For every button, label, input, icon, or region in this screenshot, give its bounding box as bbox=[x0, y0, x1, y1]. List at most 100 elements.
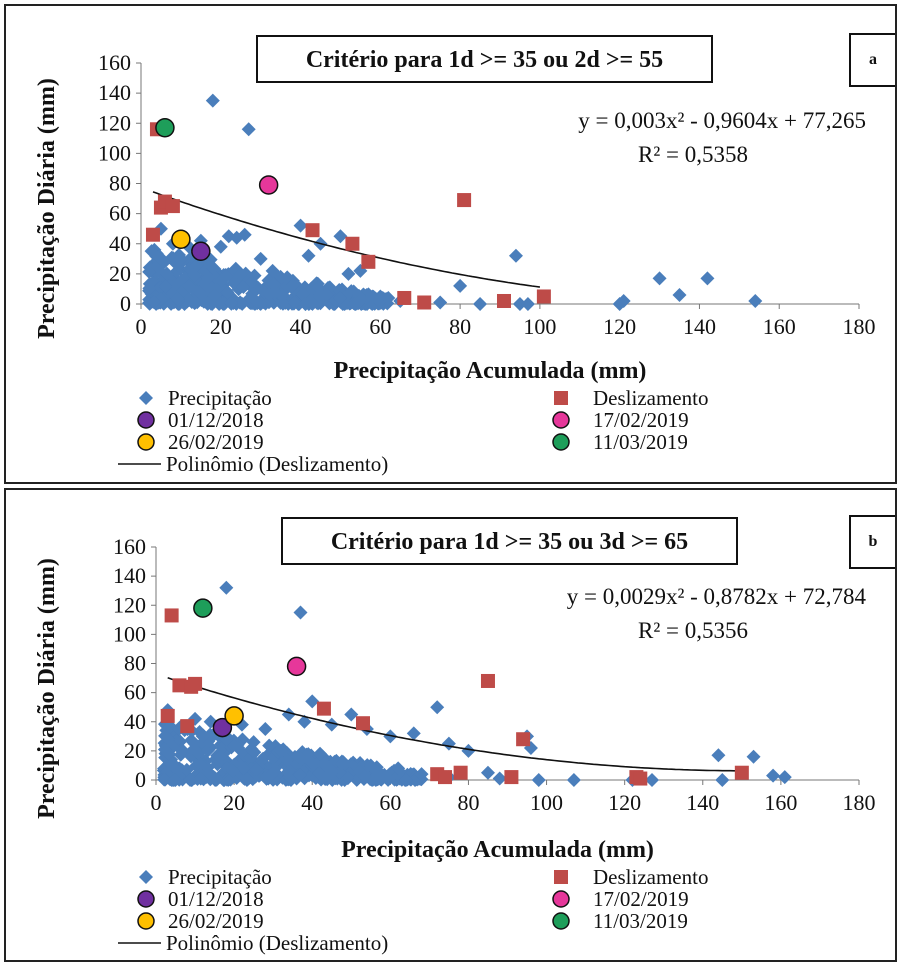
legend-marker-deslizamento bbox=[554, 870, 568, 884]
precipitacao-point bbox=[295, 287, 310, 302]
legend-marker-event bbox=[137, 411, 155, 429]
legend-marker-event bbox=[552, 433, 570, 451]
precipitacao-point bbox=[231, 740, 246, 755]
deslizamento-point bbox=[734, 765, 749, 780]
precipitacao-point bbox=[287, 295, 302, 310]
legend-label: Deslizamento bbox=[593, 386, 708, 410]
precipitacao-point bbox=[188, 295, 203, 310]
precipitacao-point bbox=[652, 271, 667, 286]
precipitacao-point bbox=[266, 750, 281, 765]
legend-marker-precipitacao bbox=[139, 391, 153, 405]
deslizamento-point bbox=[504, 770, 519, 785]
x-tick-label: 160 bbox=[764, 790, 797, 815]
precipitacao-point bbox=[520, 297, 535, 311]
event-point-11-03-2019 bbox=[193, 598, 213, 618]
precipitacao-point bbox=[214, 273, 229, 288]
legend-marker-event bbox=[137, 912, 155, 930]
y-tick-label: 80 bbox=[124, 651, 146, 676]
legend-marker-deslizamento bbox=[554, 391, 568, 405]
x-tick-label: 0 bbox=[136, 314, 147, 339]
precipitacao-point bbox=[183, 772, 198, 787]
trend-equation: y = 0,0029x² - 0,8782x + 72,784 bbox=[567, 584, 867, 609]
precipitacao-point bbox=[381, 290, 396, 305]
precipitacao-point bbox=[293, 605, 308, 620]
precipitacao-point bbox=[341, 266, 356, 281]
precipitacao-point bbox=[492, 771, 507, 786]
deslizamento-point bbox=[516, 732, 531, 747]
precipitacao-point bbox=[233, 266, 248, 281]
deslizamento-point bbox=[457, 193, 472, 208]
precipitacao-point bbox=[766, 768, 781, 783]
precipitacao-point bbox=[279, 753, 294, 768]
precipitacao-point bbox=[236, 280, 251, 295]
precipitacao-point bbox=[262, 738, 277, 753]
precipitacao-point bbox=[645, 773, 660, 787]
y-tick-label: 140 bbox=[98, 80, 131, 105]
y-tick-label: 40 bbox=[124, 709, 146, 734]
precipitacao-point bbox=[441, 736, 456, 751]
y-tick-label: 120 bbox=[98, 110, 131, 135]
precipitacao-point bbox=[236, 761, 251, 776]
precipitacao-point bbox=[566, 773, 581, 787]
x-tick-label: 180 bbox=[843, 790, 876, 815]
precipitacao-point bbox=[391, 761, 406, 776]
x-tick-label: 40 bbox=[301, 790, 323, 815]
precipitacao-point bbox=[266, 772, 281, 787]
event-point-01-12-2018 bbox=[212, 717, 233, 738]
precipitacao-point bbox=[187, 268, 202, 283]
precipitacao-point bbox=[304, 755, 319, 770]
deslizamento-point bbox=[480, 673, 495, 688]
deslizamento-point bbox=[417, 295, 432, 310]
x-axis-label: Precipitação Acumulada (mm) bbox=[341, 837, 654, 863]
y-tick-label: 120 bbox=[113, 592, 146, 617]
precipitacao-point bbox=[293, 218, 308, 233]
precipitacao-point bbox=[170, 291, 185, 306]
y-tick-label: 160 bbox=[113, 534, 146, 559]
legend-marker-precipitacao bbox=[139, 870, 153, 884]
precipitacao-point bbox=[344, 707, 359, 722]
x-tick-label: 40 bbox=[290, 314, 312, 339]
precipitacao-point bbox=[246, 735, 261, 750]
precipitacao-point bbox=[237, 227, 252, 242]
precipitacao-point bbox=[164, 757, 179, 772]
precipitacao-point bbox=[219, 580, 234, 595]
trend-r2: R² = 0,5356 bbox=[638, 618, 748, 643]
precipitacao-point bbox=[357, 769, 372, 784]
precipitacao-point bbox=[249, 294, 264, 309]
deslizamento-point bbox=[453, 765, 468, 780]
precipitacao-point bbox=[168, 772, 183, 787]
precipitacao-point bbox=[291, 749, 306, 764]
deslizamento-point bbox=[355, 716, 370, 731]
precipitacao-point bbox=[153, 251, 168, 266]
legend-label: Deslizamento bbox=[593, 865, 708, 889]
precipitacao-point bbox=[253, 251, 268, 266]
precipitacao-point bbox=[249, 762, 264, 777]
precipitacao-point bbox=[203, 767, 218, 782]
precipitacao-point bbox=[508, 248, 523, 263]
y-tick-label: 60 bbox=[124, 680, 146, 705]
legend-label: 01/12/2018 bbox=[168, 887, 264, 911]
precipitacao-point bbox=[158, 728, 173, 743]
y-tick-label: 80 bbox=[109, 171, 131, 196]
precipitacao-point bbox=[173, 747, 188, 762]
precipitacao-point bbox=[672, 287, 687, 302]
y-axis-label: Precipitação Diária (mm) bbox=[34, 78, 60, 339]
legend-label: 26/02/2019 bbox=[168, 909, 264, 933]
chart-title-box bbox=[256, 35, 713, 83]
deslizamento-point bbox=[164, 608, 179, 623]
precipitacao-point bbox=[748, 293, 763, 308]
precipitacao-point bbox=[225, 763, 240, 778]
precipitacao-point bbox=[212, 749, 227, 764]
deslizamento-point bbox=[345, 236, 360, 251]
precipitacao-point bbox=[224, 295, 239, 310]
y-tick-label: 0 bbox=[120, 291, 131, 316]
precipitacao-point bbox=[192, 285, 207, 300]
precipitacao-point bbox=[301, 248, 316, 263]
precipitacao-point bbox=[480, 765, 495, 780]
legend-label: 17/02/2019 bbox=[593, 887, 689, 911]
x-tick-label: 120 bbox=[608, 790, 641, 815]
y-tick-label: 160 bbox=[98, 50, 131, 75]
precipitacao-point bbox=[182, 279, 197, 294]
precipitacao-point bbox=[207, 288, 222, 303]
x-tick-label: 80 bbox=[449, 314, 471, 339]
